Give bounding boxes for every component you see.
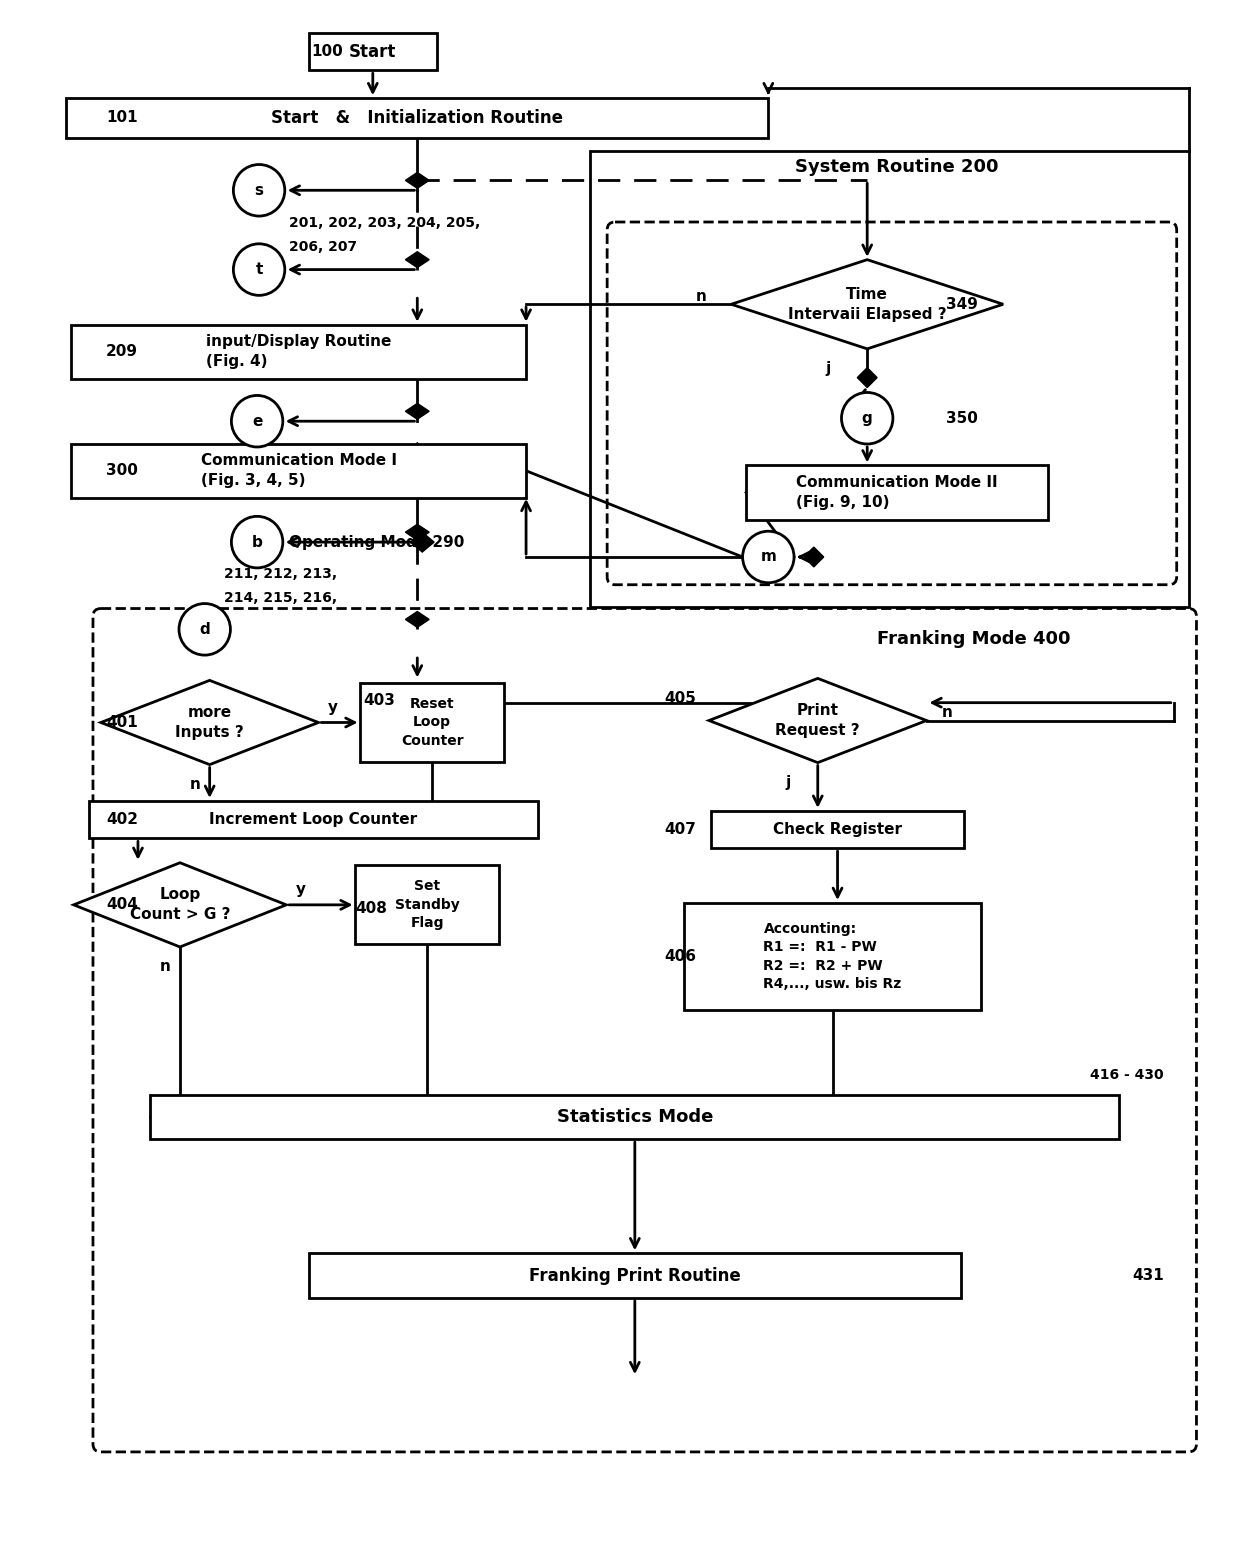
Text: 416 - 430: 416 - 430 [1090,1068,1164,1082]
Circle shape [743,531,794,583]
Bar [309,1253,961,1298]
Text: 211, 212, 213,: 211, 212, 213, [224,567,337,581]
Polygon shape [732,260,1003,348]
Text: Set
Standby
Flag: Set Standby Flag [394,880,460,931]
Text: j: j [785,775,791,789]
Text: 201, 202, 203, 204, 205,: 201, 202, 203, 204, 205, [289,216,480,230]
Bar [150,1094,1120,1139]
Text: y: y [296,883,306,898]
Polygon shape [405,524,429,541]
Bar [71,443,526,497]
Text: System Routine 200: System Routine 200 [795,159,998,177]
Text: 350: 350 [946,410,978,426]
Bar [746,465,1048,521]
Text: 401: 401 [105,715,138,730]
Text: 403: 403 [363,693,396,709]
Text: Check Register: Check Register [773,822,901,838]
Polygon shape [410,531,434,552]
Polygon shape [857,368,877,387]
Polygon shape [73,862,286,946]
Text: 214, 215, 216,: 214, 215, 216, [224,591,337,605]
Text: 431: 431 [1132,1268,1164,1284]
Bar [66,98,769,138]
Bar [684,903,981,1010]
Text: 406: 406 [665,949,696,963]
Bar [356,866,498,945]
Text: 349: 349 [946,297,978,312]
Polygon shape [405,172,429,188]
Text: 100: 100 [311,44,343,59]
Circle shape [233,244,285,295]
Text: t: t [255,263,263,277]
Bar [361,682,503,761]
Text: 206, 207: 206, 207 [289,239,357,253]
Text: Accounting:
R1 =:  R1 - PW
R2 =:  R2 + PW
R4,..., usw. bis Rz: Accounting: R1 =: R1 - PW R2 =: R2 + PW … [764,922,901,991]
Bar [71,325,526,379]
Text: input/Display Routine
(Fig. 4): input/Display Routine (Fig. 4) [206,334,392,370]
Text: n: n [190,777,200,793]
Text: Franking Print Routine: Franking Print Routine [529,1267,740,1285]
Text: Loop
Count > G ?: Loop Count > G ? [130,887,231,922]
Text: 405: 405 [665,692,696,706]
Text: Communication Mode I
(Fig. 3, 4, 5): Communication Mode I (Fig. 3, 4, 5) [201,454,397,488]
Text: 408: 408 [356,901,388,917]
Text: Time
Intervaii Elapsed ?: Time Intervaii Elapsed ? [787,287,946,322]
Text: Communication Mode II
(Fig. 9, 10): Communication Mode II (Fig. 9, 10) [796,476,998,510]
Circle shape [232,395,283,448]
Text: 402: 402 [105,813,138,827]
Text: more
Inputs ?: more Inputs ? [175,706,244,740]
Text: s: s [254,183,264,197]
Circle shape [842,393,893,444]
Text: Reset
Loop
Counter: Reset Loop Counter [401,698,464,747]
Text: 300: 300 [105,463,138,479]
Text: 407: 407 [665,822,696,838]
Text: n: n [160,959,171,974]
Text: d: d [200,622,210,637]
Text: Increment Loop Counter: Increment Loop Counter [210,813,418,827]
Text: g: g [862,410,873,426]
Circle shape [232,516,283,567]
Text: Start: Start [350,42,397,61]
Bar [712,811,963,848]
Polygon shape [804,547,823,567]
Text: Statistics Mode: Statistics Mode [557,1108,713,1127]
Polygon shape [405,252,429,267]
Bar [590,151,1189,606]
Text: Print
Request ?: Print Request ? [775,702,861,738]
Text: n: n [696,289,707,305]
Text: Franking Mode 400: Franking Mode 400 [877,631,1070,648]
Text: Start   &   Initialization Routine: Start & Initialization Routine [272,109,563,127]
Circle shape [233,165,285,216]
Polygon shape [709,679,926,763]
Bar [88,800,538,839]
Text: j: j [825,361,831,376]
Bar [309,33,436,70]
Text: 404: 404 [105,897,138,912]
Text: b: b [252,535,263,550]
Text: 209: 209 [105,345,138,359]
Text: Operating Mode 290: Operating Mode 290 [289,535,464,550]
Polygon shape [405,404,429,420]
Text: y: y [329,701,339,715]
Text: n: n [941,706,952,720]
Circle shape [179,603,231,656]
Polygon shape [405,611,429,628]
Text: e: e [252,413,263,429]
Text: m: m [760,550,776,564]
Text: 101: 101 [105,110,138,126]
Polygon shape [100,681,319,765]
